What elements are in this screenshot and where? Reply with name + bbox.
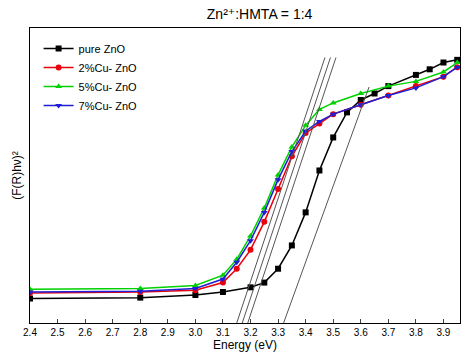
svg-text:3.8: 3.8: [409, 327, 423, 338]
svg-text:2%Cu- ZnO: 2%Cu- ZnO: [79, 62, 138, 74]
svg-text:3.2: 3.2: [244, 327, 258, 338]
svg-text:3.9: 3.9: [437, 327, 451, 338]
svg-text:3.4: 3.4: [299, 327, 313, 338]
svg-text:(F(R)hν)²: (F(R)hν)²: [10, 151, 24, 200]
svg-text:3.6: 3.6: [354, 327, 368, 338]
svg-text:5%Cu- ZnO: 5%Cu- ZnO: [79, 81, 138, 93]
svg-text:pure ZnO: pure ZnO: [79, 43, 126, 55]
svg-text:Zn²⁺:HMTA = 1:4: Zn²⁺:HMTA = 1:4: [207, 6, 313, 22]
svg-text:Energy (eV): Energy (eV): [213, 338, 277, 352]
svg-text:3.1: 3.1: [216, 327, 230, 338]
svg-text:7%Cu- ZnO: 7%Cu- ZnO: [79, 100, 138, 112]
svg-text:2.7: 2.7: [106, 327, 120, 338]
svg-text:2.9: 2.9: [161, 327, 175, 338]
svg-text:2.4: 2.4: [23, 327, 37, 338]
svg-text:3.5: 3.5: [326, 327, 340, 338]
svg-text:3.0: 3.0: [188, 327, 202, 338]
svg-text:2.5: 2.5: [51, 327, 65, 338]
svg-text:2.8: 2.8: [133, 327, 147, 338]
svg-text:3.7: 3.7: [381, 327, 395, 338]
svg-text:2.6: 2.6: [78, 327, 92, 338]
svg-text:3.3: 3.3: [271, 327, 285, 338]
